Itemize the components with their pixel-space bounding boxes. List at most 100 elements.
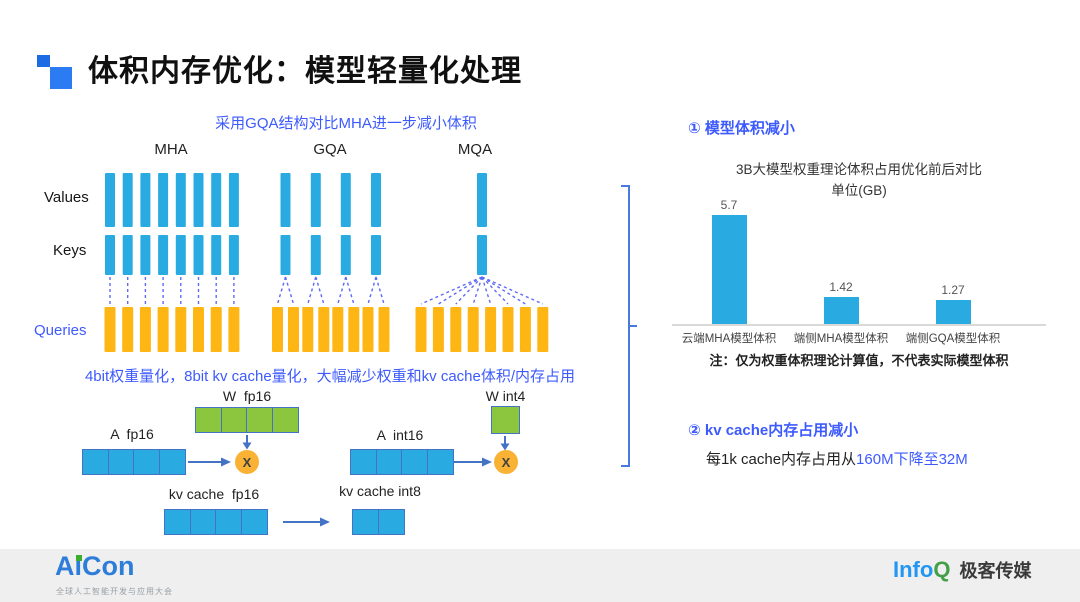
chart-category-label: 云端MHA模型体积 — [681, 333, 777, 345]
kv-cache-fp16-label: kv cache fp16 — [168, 486, 260, 502]
chart-x-axis — [672, 324, 1046, 326]
attention-connector — [337, 276, 347, 305]
attention-diagram-svg — [104, 173, 549, 352]
chart-bar — [935, 299, 971, 324]
arrow-down-icon — [242, 435, 252, 450]
group-label-gqa: GQA — [313, 141, 347, 158]
matrix-cell — [107, 449, 135, 475]
row-label-keys: Keys — [53, 242, 87, 259]
attention-connector — [307, 276, 317, 305]
attention-connector — [481, 276, 544, 305]
chart-bar-group: 1.42 — [785, 196, 897, 324]
group-label-mqa: MQA — [457, 141, 493, 158]
query-bar — [537, 307, 549, 352]
chart-title: 3B大模型权重理论体积占用优化前后对比 — [735, 162, 982, 177]
value-bar — [477, 173, 487, 227]
quantization-headline: 4bit权重量化，8bit kv cache量化，大幅减少权重和kv cache… — [84, 368, 576, 385]
chart-bar-group: 1.27 — [897, 196, 1009, 324]
chart-value-label: 5.7 — [720, 197, 738, 212]
matrix-cell — [375, 449, 403, 475]
chart-value-label: 1.42 — [829, 279, 853, 294]
attention-connector — [420, 276, 483, 305]
key-bar — [140, 235, 151, 275]
key-bar — [193, 235, 204, 275]
arrow-right-icon — [188, 457, 231, 467]
query-bar — [175, 307, 187, 352]
query-bar — [348, 307, 360, 352]
attention-connector — [375, 276, 385, 305]
value-bar — [175, 173, 186, 227]
row-label-values: Values — [44, 189, 89, 206]
value-bar — [140, 173, 151, 227]
attention-connector — [455, 276, 483, 305]
matrix-cell — [426, 449, 454, 475]
matrix-cell — [215, 509, 242, 535]
query-bar — [432, 307, 444, 352]
section1-title: ① 模型体积减小 — [688, 120, 795, 137]
key-bar — [105, 235, 115, 275]
attention-group-MHA — [104, 173, 240, 352]
query-bar — [210, 307, 222, 352]
infoq-suffix: 极客传媒 — [959, 561, 1032, 581]
value-bar — [193, 173, 204, 227]
value-bar — [340, 173, 351, 227]
query-bar — [519, 307, 531, 352]
query-bar — [272, 307, 283, 352]
value-bar — [371, 173, 381, 227]
attention-connector — [481, 276, 492, 305]
chart-category-label: 端侧GQA模型体积 — [905, 333, 1001, 345]
matrix-cell — [246, 407, 273, 433]
matrix-cell — [491, 406, 520, 434]
weight-fp16-label: W fp16 — [222, 388, 272, 404]
arrow-right-icon — [453, 457, 492, 467]
value-bar — [105, 173, 115, 227]
matrix-cell — [352, 509, 379, 535]
attention-connector — [481, 276, 509, 305]
key-bar — [310, 235, 321, 275]
query-bar — [104, 307, 116, 352]
value-bar — [211, 173, 222, 227]
attention-connector — [315, 276, 325, 305]
matrix-cell — [195, 407, 222, 433]
value-bar — [310, 173, 321, 227]
query-bar — [485, 307, 497, 352]
matrix-cell — [401, 449, 428, 475]
key-bar — [122, 235, 133, 275]
chart-categories: 云端MHA模型体积 端侧MHA模型体积 端侧GQA模型体积 — [673, 330, 1009, 346]
attention-connector — [345, 276, 355, 305]
query-bar — [228, 307, 240, 352]
value-bar — [122, 173, 133, 227]
query-bar — [332, 307, 344, 352]
query-bar — [122, 307, 134, 352]
query-bar — [467, 307, 479, 352]
attention-subtitle: 采用GQA结构对比MHA进一步减小体积 — [215, 115, 477, 132]
value-bar — [158, 173, 169, 227]
query-bar — [362, 307, 374, 352]
arrow-right-icon — [283, 517, 330, 527]
activation-int16-label: A int16 — [376, 427, 424, 443]
chart-note: 注：仅为权重体积理论计算值，不代表实际模型体积 — [709, 353, 1009, 368]
attention-group-MQA — [415, 173, 549, 352]
matrix-cell — [350, 449, 377, 475]
arrow-down-icon — [500, 436, 510, 451]
aicon-i-dot-icon — [76, 555, 82, 561]
query-bar — [193, 307, 204, 352]
title-accent-square-small-icon — [37, 55, 50, 67]
infoq-logo-q: Q — [933, 557, 951, 582]
aicon-logo: AiCon — [55, 551, 135, 581]
query-bar — [318, 307, 330, 352]
matrix-cell — [220, 407, 248, 433]
grouping-bracket — [621, 185, 637, 467]
query-bar — [157, 307, 169, 352]
matrix-cell — [164, 509, 191, 535]
key-bar — [175, 235, 186, 275]
activation-int16-matrix — [350, 449, 454, 475]
key-bar — [158, 235, 169, 275]
group-label-mha: MHA — [154, 141, 188, 158]
matrix-cell — [82, 449, 109, 475]
weight-fp16-matrix — [195, 407, 299, 433]
value-bar — [280, 173, 291, 227]
infoq-logo: Info Q 极客传媒 — [893, 557, 1031, 583]
row-label-queries: Queries — [34, 322, 87, 339]
key-bar — [340, 235, 351, 275]
